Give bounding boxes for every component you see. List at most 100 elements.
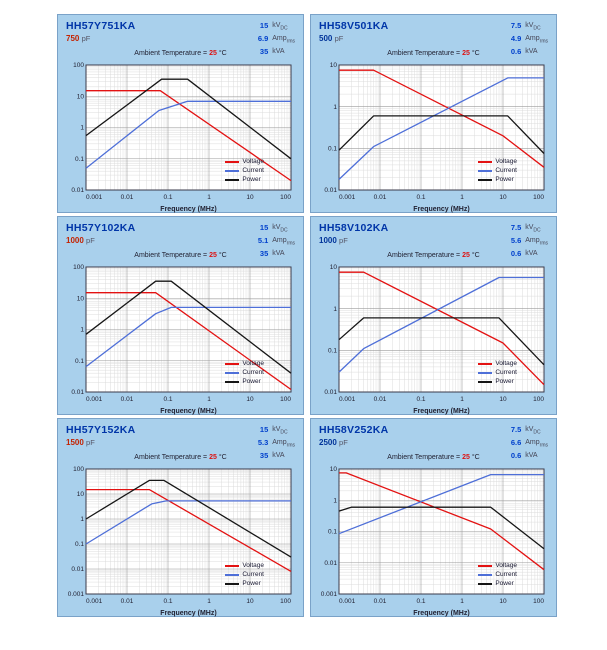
chart-grid: HH57Y751KA 750 pF 15 kVDC 6.9 Amprms 35 kVA…: [57, 14, 557, 617]
capacitance-line: 750 pF: [66, 34, 136, 43]
legend-item-power: Power: [225, 377, 264, 386]
svg-text:10: 10: [246, 598, 254, 605]
svg-text:10: 10: [330, 62, 338, 69]
svg-text:10: 10: [246, 194, 254, 201]
rating-voltage-value: 7.5: [510, 425, 522, 434]
rating-current-value: 5.1: [257, 235, 269, 245]
ambient-temperature-label: Ambient Temperature = 25 °C: [134, 252, 227, 259]
rating-voltage-value: 15: [259, 21, 269, 30]
ambient-temperature-value: 25: [209, 252, 217, 259]
ambient-temperature-label: Ambient Temperature = 25 °C: [134, 454, 227, 461]
legend-item-current: Current: [225, 368, 264, 377]
svg-text:100: 100: [73, 264, 84, 271]
legend: Voltage Current Power: [478, 157, 517, 184]
legend-label-power: Power: [495, 176, 514, 183]
part-number: HH57Y751KA: [66, 20, 136, 32]
x-axis-label: Frequency (MHz): [413, 408, 470, 415]
rating-current-unit: Amprms: [272, 236, 295, 247]
ratings-block: 7.5 kVDC 5.6 Amprms 0.6 kVA: [510, 223, 548, 258]
voltage-line-swatch: [225, 564, 240, 567]
ratings-block: 7.5 kVDC 6.6 Amprms 0.6 kVA: [510, 425, 548, 460]
svg-text:1: 1: [333, 104, 337, 111]
svg-text:0.01: 0.01: [121, 598, 134, 605]
legend-label-current: Current: [495, 571, 517, 578]
rating-power-unit: kVA: [525, 47, 538, 55]
part-number: HH57Y152KA: [66, 424, 136, 436]
panel-header: HH58V501KA 500 pF 7.5 kVDC 4.9 Amprms 0.6 k…: [319, 20, 548, 56]
plot-area: 0.001 0.01 0.1 1 10 100 10 1 0.1 0.01 0.001 Voltag…: [319, 466, 549, 618]
panel-header-left: HH57Y102KA 1000 pF: [66, 222, 136, 252]
legend-item-current: Current: [225, 570, 264, 579]
plot-area: 0.001 0.01 0.1 1 10 100 100 10 1 0.1 0.01 0.001 Vol…: [66, 466, 296, 618]
legend-label-current: Current: [242, 369, 264, 376]
svg-text:1: 1: [460, 396, 464, 403]
legend-item-voltage: Voltage: [225, 561, 264, 570]
rating-power-value: 0.6: [510, 450, 522, 460]
svg-text:0.001: 0.001: [86, 598, 103, 605]
capacitance-value: 500: [319, 34, 333, 43]
capacitance-unit: pF: [81, 34, 91, 43]
rating-voltage-unit: kVDC: [272, 224, 288, 234]
chart-panel: HH57Y751KA 750 pF 15 kVDC 6.9 Amprms 35 kVA…: [57, 14, 304, 213]
rating-voltage-unit: kVDC: [525, 426, 541, 436]
svg-text:0.001: 0.001: [68, 591, 85, 598]
svg-text:1: 1: [207, 598, 211, 605]
svg-text:100: 100: [533, 598, 544, 605]
legend-item-power: Power: [225, 175, 264, 184]
svg-text:100: 100: [280, 598, 291, 605]
rating-current-unit: Amprms: [272, 438, 295, 449]
svg-text:0.001: 0.001: [339, 396, 356, 403]
rating-power-value: 35: [259, 450, 269, 460]
current-line-swatch: [478, 573, 493, 576]
panel-header-left: HH57Y152KA 1500 pF: [66, 424, 136, 454]
svg-text:1: 1: [460, 194, 464, 201]
ratings-block: 15 kVDC 6.9 Amprms 35 kVA: [258, 21, 295, 56]
capacitance-unit: pF: [86, 438, 95, 447]
capacitance-value: 1500: [66, 438, 84, 447]
svg-text:10: 10: [499, 396, 507, 403]
svg-text:1: 1: [333, 306, 337, 313]
legend: Voltage Current Power: [478, 359, 517, 386]
rating-current-unit: Amprms: [525, 438, 548, 449]
svg-text:0.01: 0.01: [71, 389, 84, 396]
legend-item-voltage: Voltage: [478, 157, 517, 166]
legend-label-power: Power: [242, 378, 261, 385]
chart-plot: 0.001 0.01 0.1 1 10 100 10 1 0.1 0.01 0.001: [321, 466, 545, 605]
rating-current-value: 5.6: [510, 235, 522, 245]
rating-voltage-unit: kVDC: [272, 426, 288, 436]
legend: Voltage Current Power: [478, 561, 517, 588]
legend-label-voltage: Voltage: [495, 158, 517, 165]
svg-text:100: 100: [73, 466, 84, 473]
svg-text:0.1: 0.1: [416, 396, 425, 403]
part-number: HH58V252KA: [319, 424, 389, 436]
rating-voltage-value: 15: [259, 223, 269, 232]
svg-text:1: 1: [80, 125, 84, 132]
x-axis-label: Frequency (MHz): [160, 408, 217, 415]
rating-voltage-unit: kVDC: [525, 22, 541, 32]
legend-item-current: Current: [478, 570, 517, 579]
legend: Voltage Current Power: [225, 561, 264, 588]
voltage-line-swatch: [478, 160, 493, 163]
svg-text:0.1: 0.1: [416, 194, 425, 201]
rating-power-unit: kVA: [525, 249, 538, 257]
svg-text:10: 10: [499, 194, 507, 201]
svg-text:100: 100: [73, 62, 84, 69]
svg-text:100: 100: [533, 396, 544, 403]
rating-current-value: 6.6: [510, 437, 522, 447]
legend-label-power: Power: [242, 580, 261, 587]
capacitance-line: 2500 pF: [319, 438, 389, 447]
svg-text:0.01: 0.01: [324, 560, 337, 567]
rating-voltage-value: 7.5: [510, 21, 522, 30]
legend-item-power: Power: [478, 579, 517, 588]
svg-text:10: 10: [246, 396, 254, 403]
rating-power-unit: kVA: [272, 451, 285, 459]
svg-text:10: 10: [77, 93, 85, 100]
power-line-swatch: [478, 178, 493, 181]
power-line-swatch: [225, 582, 240, 585]
capacitance-line: 1500 pF: [66, 438, 136, 447]
current-line-swatch: [478, 169, 493, 172]
